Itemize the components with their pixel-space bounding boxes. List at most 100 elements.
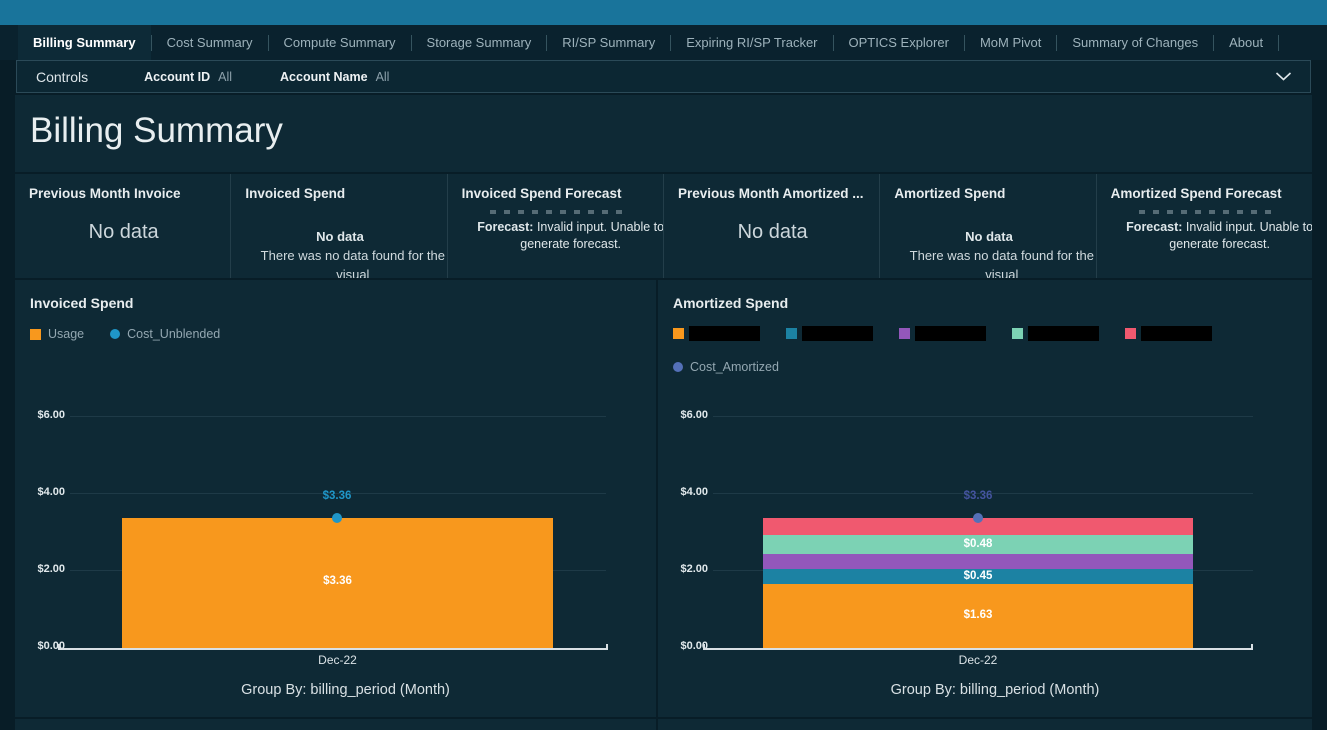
legend-item-redacted[interactable] (673, 326, 760, 341)
kpi-title: Previous Month Invoice (29, 186, 181, 201)
x-axis-tick: Dec-22 (958, 653, 998, 667)
legend-swatch-square (30, 328, 41, 340)
gridline (70, 416, 606, 417)
tab-summary-of-changes[interactable]: Summary of Changes (1072, 35, 1199, 50)
kpi-previous-month-invoice[interactable]: Previous Month Invoice No data (15, 174, 230, 278)
redacted-legend-label (689, 326, 760, 341)
bar-data-label: $3.36 (323, 575, 352, 587)
segment-teal[interactable]: $0.45 (763, 569, 1193, 584)
legend-item-cost-amortized[interactable]: Cost_Amortized (673, 360, 779, 374)
clipped-text-fragment (1139, 210, 1272, 214)
tab-separator (546, 34, 548, 51)
segment-data-label: $0.48 (963, 538, 993, 550)
controls-bar: Controls Account ID All Account Name All (16, 60, 1311, 93)
tab-separator (1056, 34, 1058, 51)
tab-about[interactable]: About (1229, 35, 1264, 50)
kpi-amortized-spend[interactable]: Amortized Spend No data There was no dat… (879, 174, 1095, 278)
chart-title: Amortized Spend (673, 295, 789, 311)
legend-item-cost-unblended[interactable]: Cost_Unblended (110, 327, 220, 341)
kpi-previous-month-amortized[interactable]: Previous Month Amortized ... No data (662, 174, 879, 278)
kpi-amortized-spend-forecast[interactable]: Amortized Spend Forecast Forecast: Inval… (1095, 174, 1312, 278)
tab-separator (670, 34, 672, 51)
y-axis-tick: $6.00 (680, 409, 708, 421)
tab-storage-summary[interactable]: Storage Summary (426, 35, 532, 50)
segment-purple[interactable] (763, 554, 1193, 569)
legend-item-redacted[interactable] (1125, 326, 1212, 341)
legend-item-usage[interactable]: Usage (30, 327, 84, 341)
point-cost-unblended[interactable] (332, 513, 342, 523)
forecast-error-text: Invalid input. Unable to generate foreca… (520, 220, 663, 251)
chart-caption: Group By: billing_period (Month) (241, 682, 450, 698)
invoiced-spend-chart[interactable]: Invoiced Spend Usage Cost_Unblended $6.0… (15, 280, 656, 717)
kpi-forecast-error: Forecast: Invalid input. Unable to gener… (1111, 219, 1312, 253)
tab-separator (1213, 34, 1215, 51)
page-title: Billing Summary (30, 111, 283, 150)
gridline (70, 493, 606, 494)
legend-item-redacted[interactable] (1012, 326, 1099, 341)
redacted-legend-label (802, 326, 873, 341)
point-cost-amortized[interactable] (973, 513, 983, 523)
chevron-down-icon (1275, 72, 1292, 81)
x-axis-line (703, 644, 1253, 650)
legend-swatch-circle (673, 362, 683, 372)
kpi-invoiced-spend-forecast[interactable]: Invoiced Spend Forecast Forecast: Invali… (446, 174, 663, 278)
title-panel: Billing Summary (15, 95, 1312, 172)
kpi-title: Amortized Spend Forecast (1110, 186, 1282, 201)
kpi-title: Previous Month Amortized ... (677, 186, 864, 201)
forecast-error-label: Forecast: (1126, 220, 1183, 234)
segment-green[interactable]: $0.48 (763, 535, 1193, 554)
gridline (713, 493, 1253, 494)
tab-cost-summary[interactable]: Cost Summary (166, 35, 253, 50)
x-axis-line (58, 644, 608, 650)
amortized-spend-chart[interactable]: Amortized Spend (658, 280, 1312, 717)
filter-account-name-value[interactable]: All (375, 69, 390, 84)
kpi-row: Previous Month Invoice No data Invoiced … (15, 174, 1312, 278)
y-axis-tick: $2.00 (680, 563, 708, 575)
kpi-nodata-label: No data (316, 229, 364, 244)
tab-risp-summary[interactable]: RI/SP Summary (562, 35, 656, 50)
kpi-value: No data (737, 221, 808, 243)
legend-item-redacted[interactable] (899, 326, 986, 341)
kpi-title: Invoiced Spend (245, 186, 346, 201)
filter-account-id-label: Account ID (144, 69, 211, 84)
tab-expiring-risp-tracker[interactable]: Expiring RI/SP Tracker (686, 35, 818, 50)
segment-pink[interactable] (763, 518, 1193, 535)
legend-item-redacted[interactable] (786, 326, 873, 341)
tab-separator (1278, 34, 1280, 51)
tab-separator (267, 34, 269, 51)
segment-orange[interactable]: $1.63 (763, 584, 1193, 648)
tab-separator (832, 34, 834, 51)
y-axis-tick: $2.00 (37, 563, 65, 575)
controls-collapse-button[interactable] (1275, 72, 1292, 81)
legend-label: Usage (48, 327, 85, 341)
chart-legend: Cost_Amortized (673, 360, 805, 374)
next-section-panel (15, 719, 656, 730)
forecast-error-label: Forecast: (477, 220, 534, 234)
kpi-value: No data (88, 221, 159, 243)
stacked-bar-dec-22[interactable]: $0.48 $0.45 $1.63 (763, 518, 1193, 648)
tab-separator (963, 34, 965, 51)
kpi-title: Amortized Spend (894, 186, 1006, 201)
chart-title: Invoiced Spend (30, 295, 134, 311)
y-axis-tick: $6.00 (37, 409, 65, 421)
legend-label: Cost_Amortized (690, 360, 779, 374)
controls-label: Controls (36, 68, 89, 85)
tab-mom-pivot[interactable]: MoM Pivot (979, 35, 1042, 50)
legend-swatch-circle (110, 329, 121, 339)
filter-account-id-value[interactable]: All (218, 69, 233, 84)
next-section-panel (658, 719, 1312, 730)
tab-billing-summary[interactable]: Billing Summary (18, 25, 151, 60)
x-axis-tick: Dec-22 (318, 653, 357, 667)
segment-data-label: $0.45 (963, 570, 993, 582)
kpi-invoiced-spend[interactable]: Invoiced Spend No data There was no data… (230, 174, 446, 278)
legend-swatch-square (1125, 328, 1136, 339)
tab-compute-summary[interactable]: Compute Summary (283, 35, 396, 50)
point-data-label: $3.36 (963, 490, 993, 502)
bar-usage-dec-22[interactable]: $3.36 (122, 518, 553, 648)
app-top-bar (0, 0, 1327, 25)
redacted-legend-label (1141, 326, 1212, 341)
chart-legend-redacted (673, 326, 1238, 341)
filter-account-name-label: Account Name (280, 69, 368, 84)
tab-optics-explorer[interactable]: OPTICS Explorer (848, 35, 949, 50)
